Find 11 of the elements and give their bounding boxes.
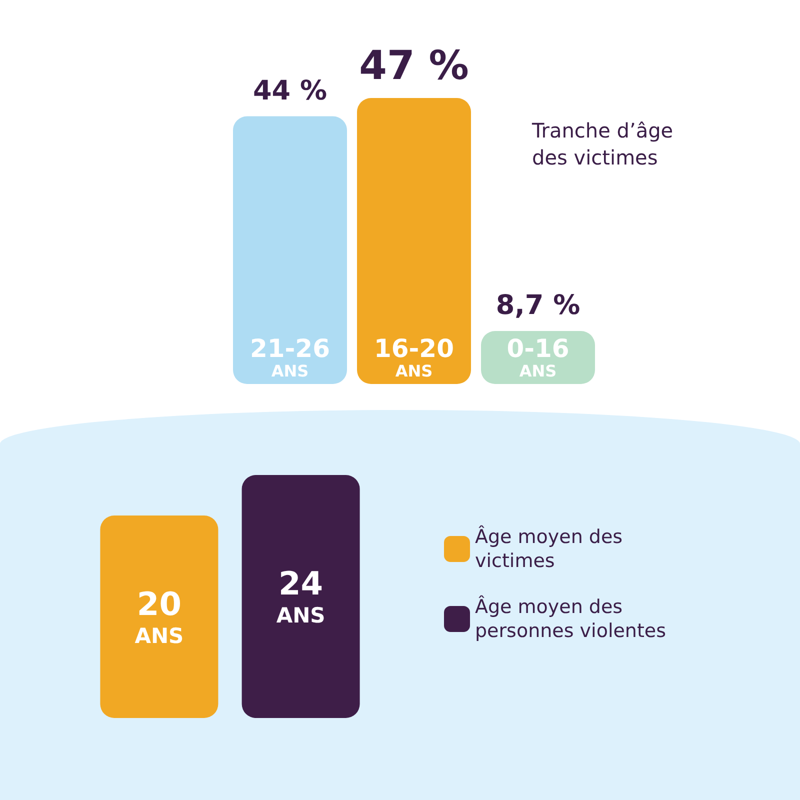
data-label: 47 % — [359, 43, 469, 89]
data-label: 20 ANS — [134, 584, 184, 648]
x-tick-label: 21-26 ANS — [250, 334, 330, 380]
x-tick-label: 0-16 ANS — [506, 334, 570, 380]
text: Tranche d’âge des victimes — [531, 118, 680, 170]
legend-label: Âge moyen des personnes violentes — [475, 595, 666, 642]
data-label: 24 ANS — [276, 564, 326, 628]
legend-label: Âge moyen des victimes — [475, 525, 629, 572]
x-tick-label: 16-20 ANS — [374, 334, 454, 380]
data-label: 44 % — [252, 75, 328, 106]
data-label: 8,7 % — [496, 290, 580, 322]
